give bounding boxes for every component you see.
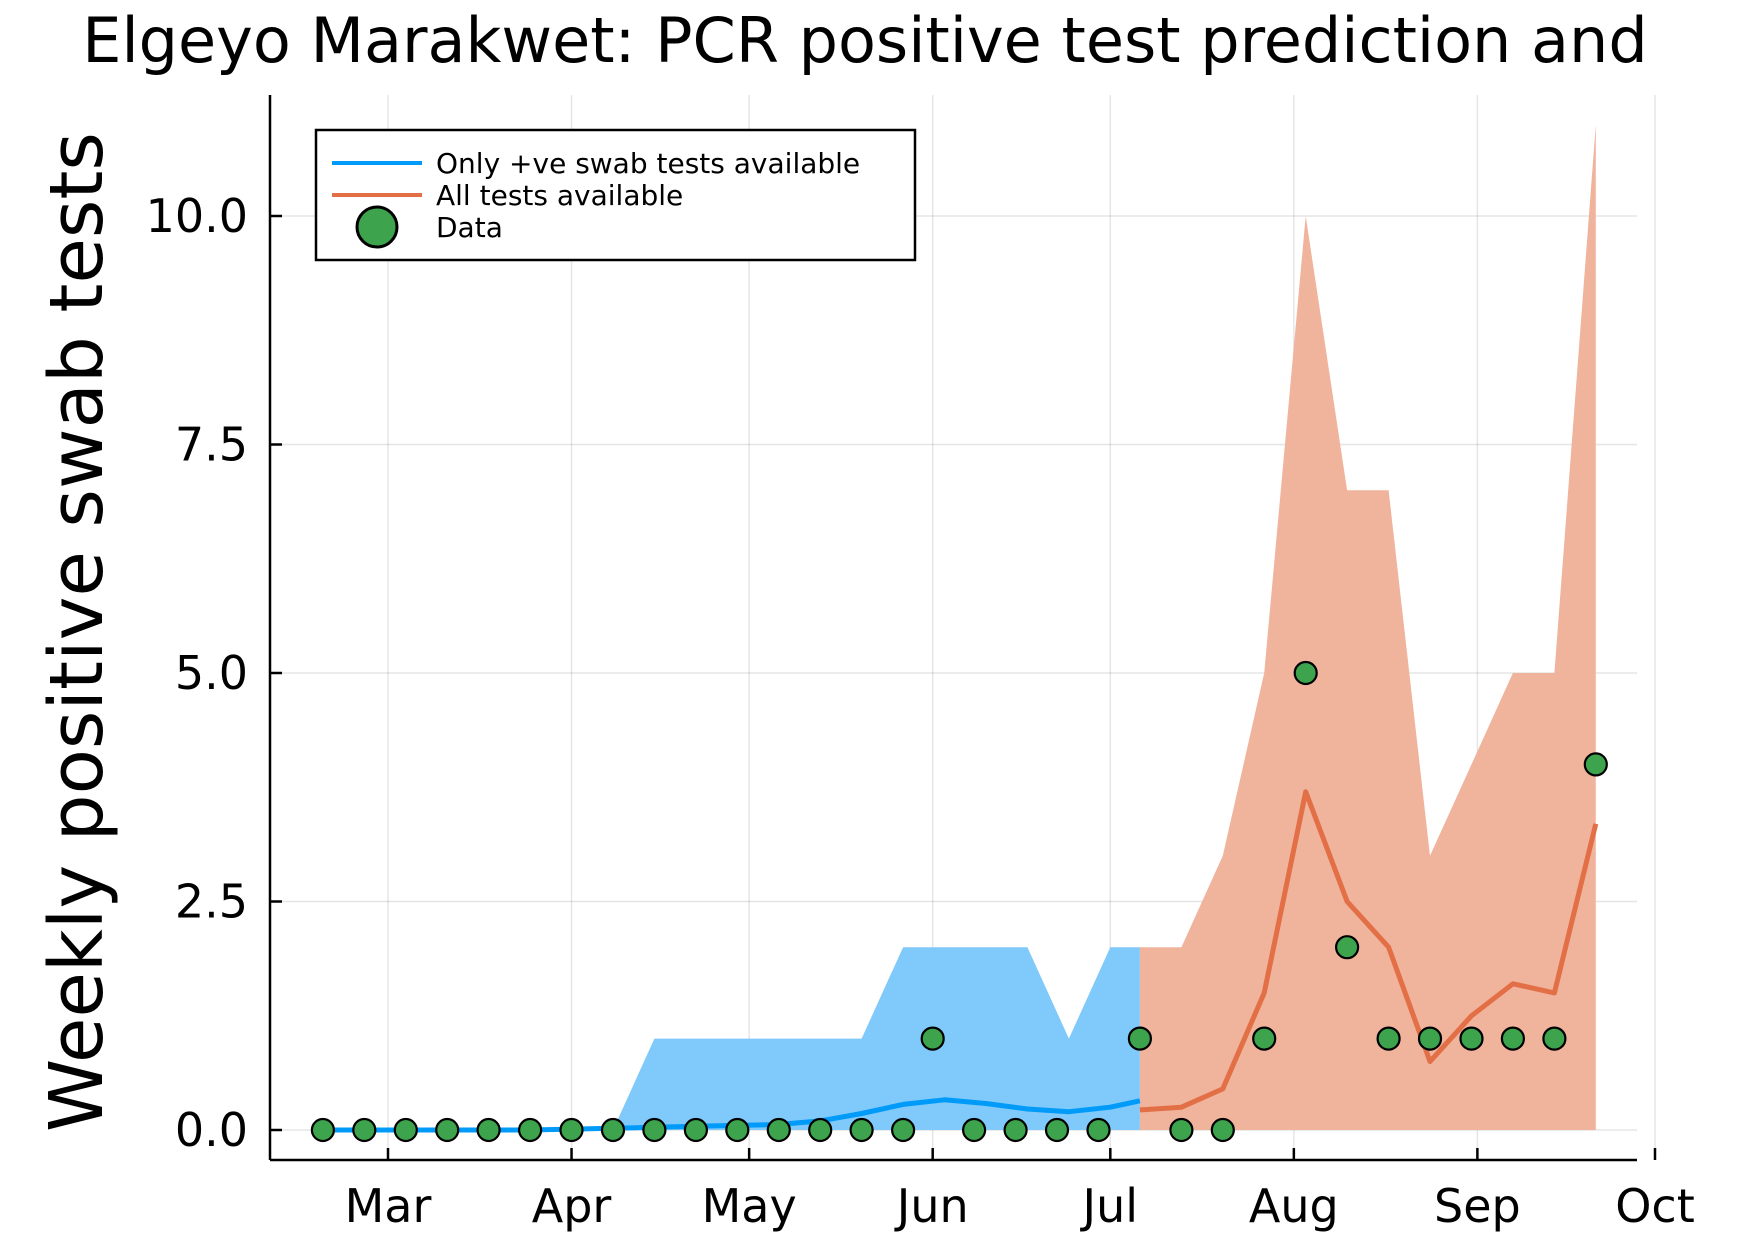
data-point	[559, 1117, 584, 1143]
data-point	[1376, 1026, 1401, 1051]
data-point	[849, 1117, 874, 1143]
data-point	[1003, 1117, 1028, 1143]
data-point	[1086, 1117, 1111, 1143]
x-tick-label: Aug	[1249, 1179, 1339, 1233]
data-point	[393, 1117, 418, 1143]
data-point	[683, 1117, 709, 1143]
data-point	[1459, 1026, 1484, 1051]
data-point	[435, 1117, 460, 1143]
legend-label-0: Only +ve swab tests available	[436, 147, 860, 180]
data-point	[1417, 1026, 1443, 1051]
axes	[268, 95, 1657, 1162]
x-tick-label: Apr	[532, 1179, 612, 1233]
data-point	[1252, 1026, 1277, 1051]
confidence-band-1	[1139, 124, 1596, 1131]
data-point	[1210, 1117, 1235, 1143]
data-point	[1169, 1117, 1194, 1143]
data-point	[1542, 1026, 1567, 1051]
series-line-1	[1139, 789, 1599, 1113]
data-point	[642, 1117, 667, 1143]
legend-marker-2	[355, 205, 399, 249]
data-point	[352, 1117, 377, 1143]
data-point	[1293, 660, 1318, 686]
data-point	[1334, 935, 1360, 960]
legend-label-2: Data	[436, 211, 503, 244]
data-point	[1044, 1117, 1070, 1143]
chart-title: Elgeyo Marakwet: PCR positive test predi…	[82, 4, 1647, 77]
data-point	[517, 1117, 543, 1143]
data-point	[961, 1117, 987, 1143]
data-point	[310, 1117, 335, 1143]
legend-label-1: All tests available	[436, 179, 683, 212]
tick-labels: Mar Apr May Jun Jul Aug Sep Oct 0.0 2.5 5.0 7.5 10.0	[146, 189, 1695, 1233]
y-tick-label: 10.0	[146, 189, 248, 243]
x-tick-label: Mar	[345, 1179, 432, 1233]
y-tick-label: 0.0	[175, 1103, 248, 1157]
data-point	[1127, 1026, 1153, 1051]
data-point	[600, 1117, 626, 1143]
data-point	[808, 1117, 833, 1143]
confidence-bands	[322, 124, 1596, 1131]
x-tick-label: Jul	[1080, 1179, 1139, 1233]
y-tick-label: 5.0	[175, 646, 248, 700]
data-point	[476, 1117, 501, 1143]
data-point	[1500, 1026, 1526, 1051]
y-axis-label: Weekly positive swab tests	[34, 132, 120, 1132]
data-point	[766, 1117, 791, 1143]
y-tick-label: 2.5	[175, 875, 248, 929]
data-point	[890, 1117, 916, 1143]
x-tick-label: Oct	[1615, 1179, 1695, 1233]
x-tick-label: Sep	[1434, 1179, 1521, 1233]
confidence-band-0	[322, 947, 1140, 1130]
x-tick-label: May	[702, 1179, 797, 1233]
y-tick-label: 7.5	[175, 418, 248, 472]
x-tick-label: Jun	[894, 1179, 969, 1233]
data-points	[310, 660, 1608, 1143]
data-point	[920, 1026, 945, 1051]
data-point	[725, 1117, 750, 1143]
data-point	[1583, 752, 1608, 777]
